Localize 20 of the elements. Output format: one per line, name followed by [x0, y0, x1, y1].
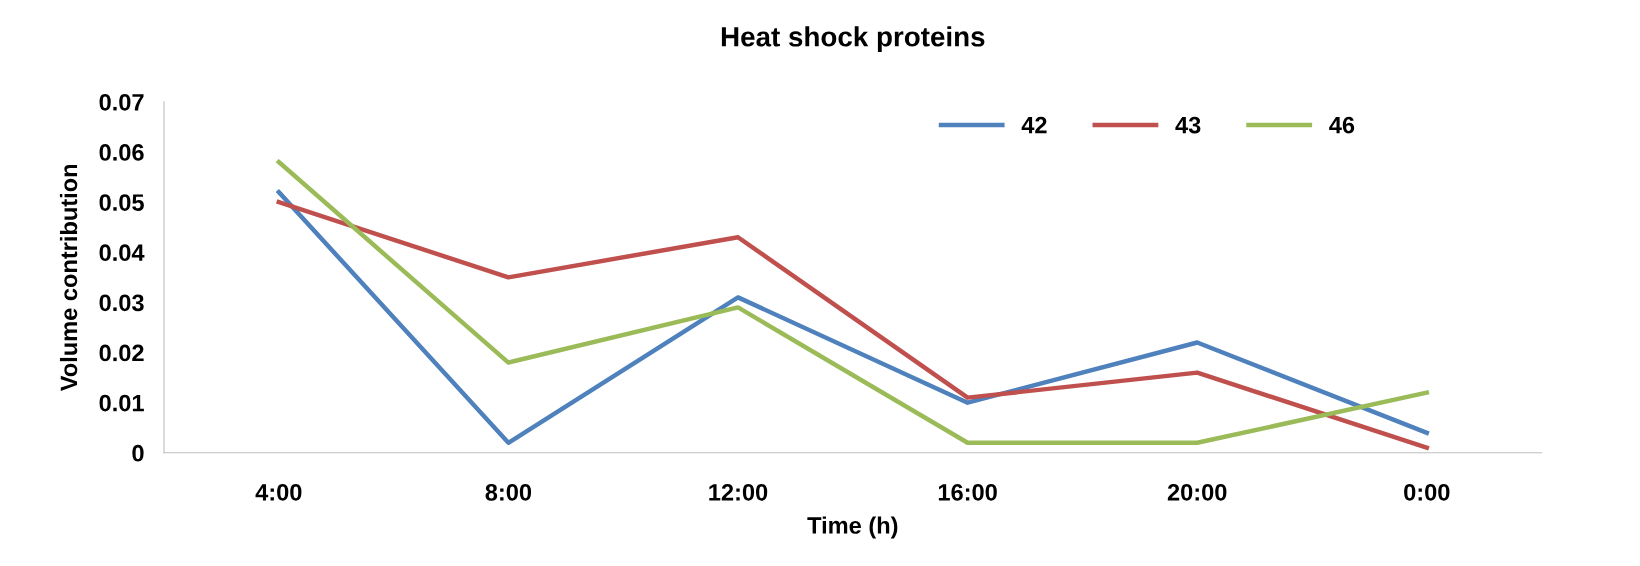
legend-label: 42 — [1021, 116, 1047, 134]
y-tick-label: 0.05 — [99, 194, 144, 211]
x-tick-label: 4:00 — [255, 483, 302, 501]
x-tick-label: 12:00 — [709, 483, 768, 501]
y-tick-label: 0.03 — [99, 294, 144, 312]
y-tick-label: 0.04 — [99, 244, 145, 262]
y-tick-label: 0.01 — [99, 394, 144, 412]
y-axis-title: Volume contribution — [59, 164, 78, 392]
legend-label: 43 — [1175, 116, 1201, 134]
chart-title: Heat shock proteins — [721, 26, 985, 53]
x-tick-label: 20:00 — [1167, 483, 1227, 501]
y-tick-label: 0 — [132, 444, 144, 462]
y-tick-label: 0.06 — [99, 144, 144, 161]
x-axis-title: Time (h) — [807, 516, 898, 539]
y-tick-label: 0.07 — [99, 93, 144, 111]
x-tick-label: 16:00 — [938, 483, 997, 501]
legend-label: 46 — [1329, 116, 1355, 134]
x-tick-label: 8:00 — [485, 483, 532, 501]
y-tick-label: 0.02 — [99, 344, 144, 362]
x-tick-label: 0:00 — [1404, 483, 1450, 501]
